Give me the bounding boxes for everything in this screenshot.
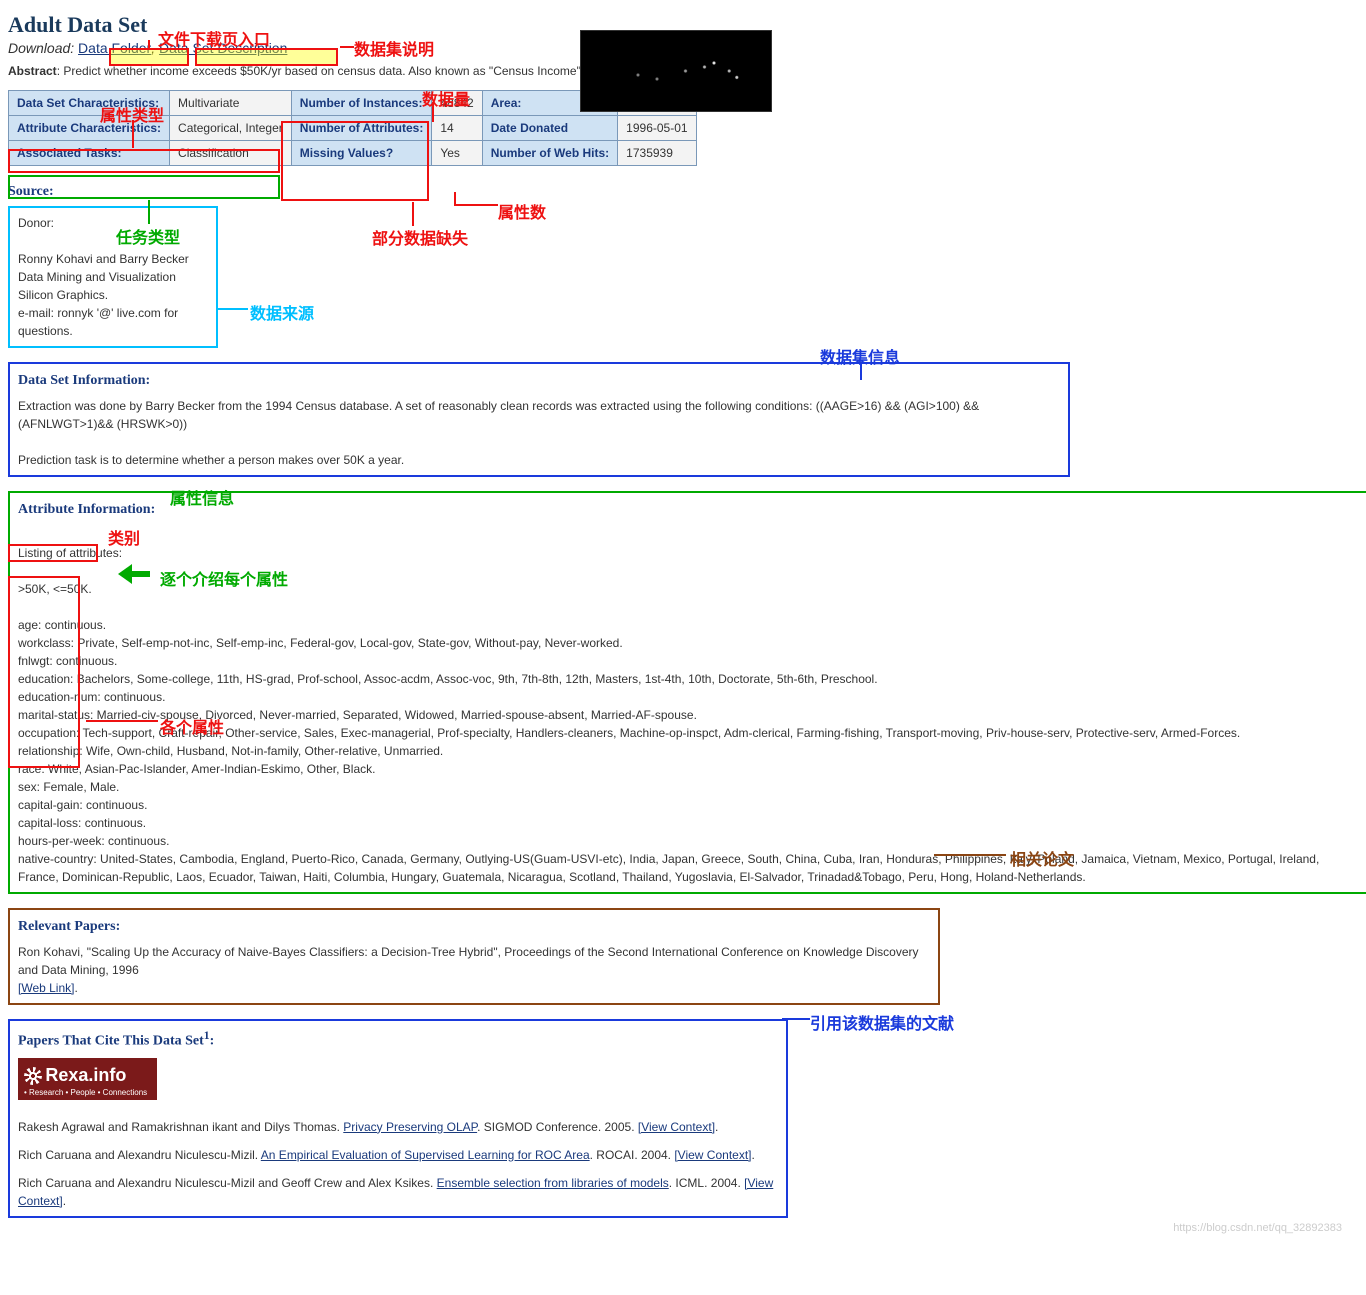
- dataset-info-p1: Extraction was done by Barry Becker from…: [18, 397, 1060, 433]
- attribute-line: sex: Female, Male.: [18, 778, 1358, 796]
- view-context-link[interactable]: [View Context]: [638, 1120, 715, 1134]
- meta-h-ninstances: Number of Instances:: [291, 91, 432, 116]
- source-head: Source:: [8, 184, 1358, 200]
- source-box: Donor: Ronny Kohavi and Barry Becker Dat…: [8, 206, 218, 348]
- citing-paper-entry: Rakesh Agrawal and Ramakrishnan ikant an…: [18, 1118, 778, 1136]
- meta-h-datedonated: Date Donated: [482, 116, 617, 141]
- meta-v-missing: Yes: [432, 141, 482, 166]
- rexa-logo[interactable]: Rexa.info • Research • People • Connecti…: [18, 1058, 157, 1100]
- relevant-papers-box: Relevant Papers: Ron Kohavi, "Scaling Up…: [8, 908, 940, 1005]
- attribute-info-box: Attribute Information: Listing of attrib…: [8, 491, 1366, 894]
- abstract-label: Abstract: [8, 64, 57, 78]
- download-label: Download: [8, 40, 70, 56]
- meta-v-attrchar: Categorical, Integer: [170, 116, 292, 141]
- anno-cite-lit: 引用该数据集的文献: [810, 1010, 954, 1034]
- attribute-line: workclass: Private, Self-emp-not-inc, Se…: [18, 634, 1358, 652]
- attribute-line: fnlwgt: continuous.: [18, 652, 1358, 670]
- meta-h-nattrs: Number of Attributes:: [291, 116, 432, 141]
- anno-attr-cnt: 属性数: [498, 199, 546, 223]
- attribute-line: capital-gain: continuous.: [18, 796, 1358, 814]
- view-context-link[interactable]: [View Context]: [674, 1148, 751, 1162]
- dataset-info-head: Data Set Information:: [18, 370, 1060, 391]
- citing-paper-title-link[interactable]: Ensemble selection from libraries of mod…: [437, 1176, 669, 1190]
- paper-web-link[interactable]: [Web Link]: [18, 981, 74, 995]
- attribute-line: education-num: continuous.: [18, 688, 1358, 706]
- meta-v-nattrs: 14: [432, 116, 482, 141]
- attribute-lines: age: continuous.workclass: Private, Self…: [18, 616, 1358, 886]
- citing-paper-title-link[interactable]: An Empirical Evaluation of Supervised Le…: [261, 1148, 590, 1162]
- relevant-papers-head: Relevant Papers:: [18, 916, 930, 937]
- anno-missing: 部分数据缺失: [372, 225, 468, 249]
- paper-entry: Ron Kohavi, "Scaling Up the Accuracy of …: [18, 943, 930, 997]
- attribute-info-head: Attribute Information:: [18, 499, 155, 520]
- attr-classes: >50K, <=50K.: [18, 580, 1358, 598]
- attribute-line: age: continuous.: [18, 616, 1358, 634]
- attribute-line: marital-status: Married-civ-spouse, Divo…: [18, 706, 1358, 724]
- dataset-info-p2: Prediction task is to determine whether …: [18, 451, 1060, 469]
- meta-v-ninstances: 48842: [432, 91, 482, 116]
- source-l2: Ronny Kohavi and Barry Becker: [18, 250, 208, 268]
- rexa-name: Rexa.info: [45, 1065, 126, 1085]
- attribute-line: native-country: United-States, Cambodia,…: [18, 850, 1358, 886]
- meta-v-datedonated: 1996-05-01: [618, 116, 696, 141]
- rexa-tagline: • Research • People • Connections: [24, 1087, 147, 1099]
- meta-h-attrchar: Attribute Characteristics:: [9, 116, 170, 141]
- meta-h-tasks: Associated Tasks:: [9, 141, 170, 166]
- citing-papers-box: Papers That Cite This Data Set1: Rexa.in…: [8, 1019, 788, 1218]
- data-folder-link[interactable]: Data Folder: [78, 40, 151, 56]
- source-l1: Donor:: [18, 214, 208, 232]
- source-l3: Data Mining and Visualization: [18, 268, 208, 286]
- watermark: https://blog.csdn.net/qq_32892383: [1173, 1222, 1342, 1234]
- gear-icon: [24, 1067, 42, 1085]
- meta-h-datasetchar: Data Set Characteristics:: [9, 91, 170, 116]
- anno-source: 数据来源: [250, 300, 314, 324]
- source-l5: e-mail: ronnyk '@' live.com for question…: [18, 304, 208, 340]
- attr-listing-label: Listing of attributes:: [18, 544, 1358, 562]
- attribute-line: capital-loss: continuous.: [18, 814, 1358, 832]
- header-map-image: [580, 30, 772, 112]
- meta-h-missing: Missing Values?: [291, 141, 432, 166]
- source-l4: Silicon Graphics.: [18, 286, 208, 304]
- attribute-line: race: White, Asian-Pac-Islander, Amer-In…: [18, 760, 1358, 778]
- meta-h-webhits: Number of Web Hits:: [482, 141, 617, 166]
- citing-papers-head: Papers That Cite This Data Set1:: [18, 1027, 778, 1052]
- meta-v-datasetchar: Multivariate: [170, 91, 292, 116]
- abstract-text: : Predict whether income exceeds $50K/yr…: [57, 64, 627, 78]
- attribute-line: relationship: Wife, Own-child, Husband, …: [18, 742, 1358, 760]
- dataset-info-box: Data Set Information: Extraction was don…: [8, 362, 1070, 477]
- citing-paper-entry: Rich Caruana and Alexandru Niculescu-Miz…: [18, 1146, 778, 1164]
- meta-v-tasks: Classification: [170, 141, 292, 166]
- data-set-description-link[interactable]: Data Set Description: [159, 40, 287, 56]
- attribute-line: education: Bachelors, Some-college, 11th…: [18, 670, 1358, 688]
- citing-paper-title-link[interactable]: Privacy Preserving OLAP: [343, 1120, 477, 1134]
- meta-v-webhits: 1735939: [618, 141, 696, 166]
- citing-paper-entry: Rich Caruana and Alexandru Niculescu-Miz…: [18, 1174, 778, 1210]
- attribute-line: occupation: Tech-support, Craft-repair, …: [18, 724, 1358, 742]
- attribute-line: hours-per-week: continuous.: [18, 832, 1358, 850]
- paper-citation: Ron Kohavi, "Scaling Up the Accuracy of …: [18, 945, 919, 977]
